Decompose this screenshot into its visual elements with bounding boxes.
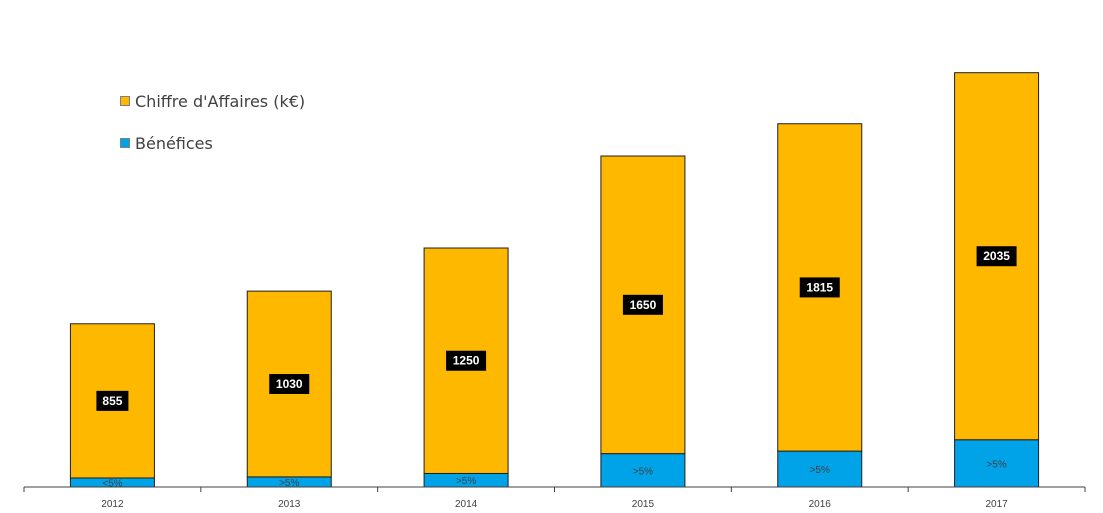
revenue-data-label-2013: 1030: [276, 377, 303, 391]
revenue-data-label-2017: 2035: [983, 249, 1010, 263]
legend-label-profit: Bénéfices: [135, 133, 213, 153]
bar-profit-2015: [600, 453, 686, 488]
x-axis: 2012 2013 2014 2015 2016 2017: [23, 486, 1086, 510]
legend-label-revenue: Chiffre d'Affaires (k€): [135, 91, 306, 111]
profit-data-label-2017: >5%: [986, 459, 1006, 470]
legend-swatch-profit: [120, 138, 130, 148]
revenue-data-label-2016: 1815: [806, 280, 833, 294]
x-tick-label-2014: 2014: [455, 499, 478, 510]
revenue-label-box-2016: [799, 277, 840, 298]
profit-data-label-2012: <5%: [102, 478, 122, 489]
revenue-label-box-2014: [446, 350, 487, 371]
legend: Chiffre d'Affaires (k€) Bénéfices: [120, 88, 305, 172]
revenue-data-label-2012: 855: [102, 394, 122, 408]
profit-data-label-2016: >5%: [810, 465, 830, 476]
profit-data-label-2014: >5%: [456, 476, 476, 487]
revenue-label-box-2017: [976, 246, 1017, 267]
revenue-label-box-2013: [269, 374, 310, 395]
bars-group: 855 <5% 1030 >5% 1250 >5% 1650 >5% 1815 >5% 2035 >5…: [69, 72, 1040, 489]
legend-item-profit: Bénéfices: [120, 130, 305, 156]
x-tick-label-2012: 2012: [101, 499, 124, 510]
revenue-data-label-2015: 1650: [630, 298, 657, 312]
bar-profit-2017: [954, 439, 1040, 488]
revenue-data-label-2014: 1250: [453, 354, 480, 368]
revenue-label-box-2012: [96, 390, 129, 411]
legend-item-revenue: Chiffre d'Affaires (k€): [120, 88, 305, 114]
profit-data-label-2013: >5%: [279, 478, 299, 489]
legend-swatch-revenue: [120, 96, 130, 106]
profit-data-label-2015: >5%: [633, 466, 653, 477]
revenue-label-box-2015: [622, 294, 663, 315]
x-tick-label-2017: 2017: [985, 499, 1008, 510]
x-tick-label-2016: 2016: [809, 499, 832, 510]
x-tick-label-2015: 2015: [632, 499, 655, 510]
x-tick-label-2013: 2013: [278, 499, 301, 510]
